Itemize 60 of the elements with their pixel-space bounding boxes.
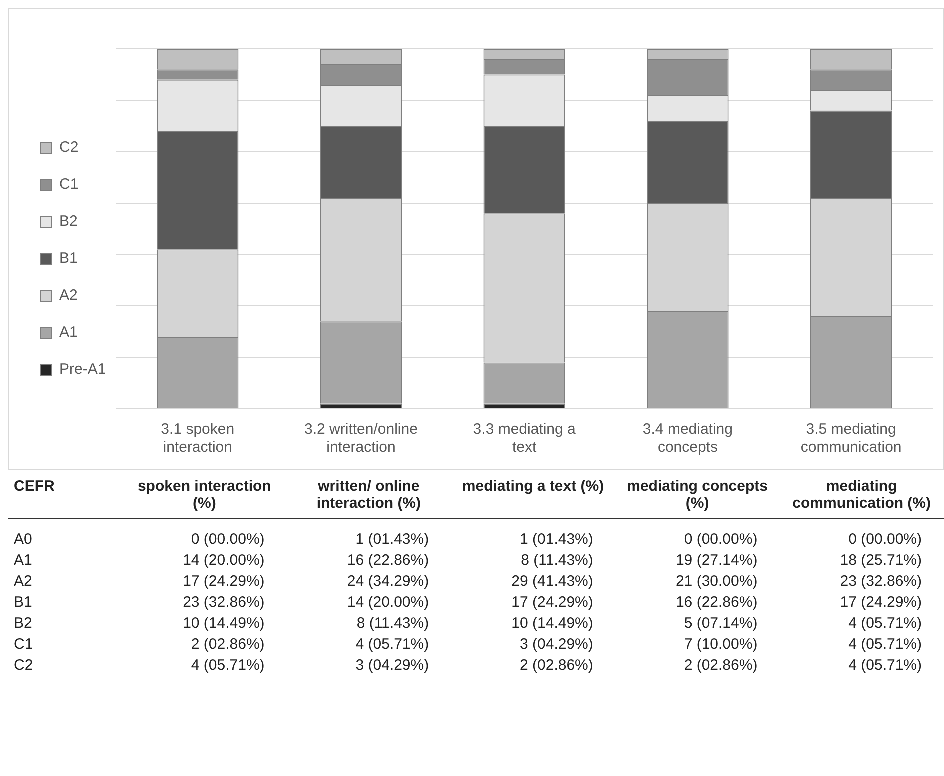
legend-label: B2 [60, 213, 78, 230]
data-label: 2 (02.86%) [683, 656, 759, 676]
data-label: 2 (02.86%) [190, 634, 266, 654]
data-label: 4 (05.71%) [848, 634, 923, 654]
legend-label: Pre-A1 [60, 361, 106, 378]
text: CEFR [13, 477, 56, 497]
text: B2 [13, 614, 34, 634]
data-label: 8 (11.43%) [356, 614, 430, 634]
text: A2 [13, 572, 34, 592]
data-label: 24 (34.29%) [346, 572, 430, 592]
data-label: 16 (22.86%) [674, 592, 759, 612]
data-label: 10 (14.49%) [182, 614, 266, 634]
x-tick-label: 3.3 mediating a text [473, 421, 577, 456]
text: A0 [13, 530, 34, 550]
text: C1 [13, 634, 34, 654]
data-label: 0 (00.00%) [848, 530, 923, 550]
x-tick-label: 3.2 written/online interaction [304, 421, 418, 456]
data-label: 4 (05.71%) [190, 656, 266, 676]
data-label: 4 (05.71%) [848, 656, 923, 676]
data-label: 8 (11.43%) [520, 550, 594, 570]
data-label: 17 (24.29%) [182, 572, 266, 592]
data-label: 16 (22.86%) [346, 550, 430, 570]
data-label: 1 (01.43%) [354, 530, 430, 550]
text: mediating a text (%) [461, 477, 606, 497]
data-label: 19 (27.14%) [674, 550, 759, 570]
text: mediating concepts (%) [626, 477, 769, 514]
legend-label: A2 [60, 287, 78, 304]
x-tick-label: 3.4 mediating concepts [642, 421, 733, 456]
data-label: 10 (14.49%) [510, 614, 594, 634]
text: spoken interaction (%) [136, 477, 272, 514]
data-label: 0 (00.00%) [190, 530, 266, 550]
legend-label: B1 [60, 250, 78, 268]
data-label: 21 (30.00%) [674, 572, 759, 592]
text: mediating communication (%) [792, 477, 932, 514]
text: C2 [13, 656, 34, 676]
data-label: 3 (04.29%) [519, 634, 594, 654]
text: A1 [13, 550, 34, 570]
data-label: 29 (41.43%) [510, 572, 594, 592]
legend-label: C2 [60, 139, 79, 156]
data-label: 23 (32.86%) [182, 592, 266, 612]
data-label: 0 (00.00%) [683, 530, 759, 550]
legend-label: C1 [60, 176, 79, 194]
data-label: 4 (05.71%) [848, 614, 923, 634]
text: written/ online interaction (%) [316, 477, 422, 514]
text: B1 [13, 592, 34, 612]
data-label: 23 (32.86%) [839, 572, 923, 592]
data-label: 1 (01.43%) [519, 530, 594, 550]
data-label: 14 (20.00%) [346, 592, 430, 612]
data-label: 17 (24.29%) [510, 592, 594, 612]
data-label: 18 (25.71%) [839, 550, 923, 570]
data-label: 3 (04.29%) [354, 656, 430, 676]
x-tick-label: 3.5 mediating communication [800, 421, 902, 456]
x-tick-label: 3.1 spoken interaction [161, 421, 235, 456]
data-label: 17 (24.29%) [839, 592, 923, 612]
data-label: 7 (10.00%) [683, 634, 759, 654]
data-label: 2 (02.86%) [519, 656, 594, 676]
data-label: 4 (05.71%) [354, 634, 430, 654]
data-label: 5 (07.14%) [683, 614, 759, 634]
data-label: 14 (20.00%) [182, 550, 266, 570]
legend-label: A1 [60, 324, 78, 342]
